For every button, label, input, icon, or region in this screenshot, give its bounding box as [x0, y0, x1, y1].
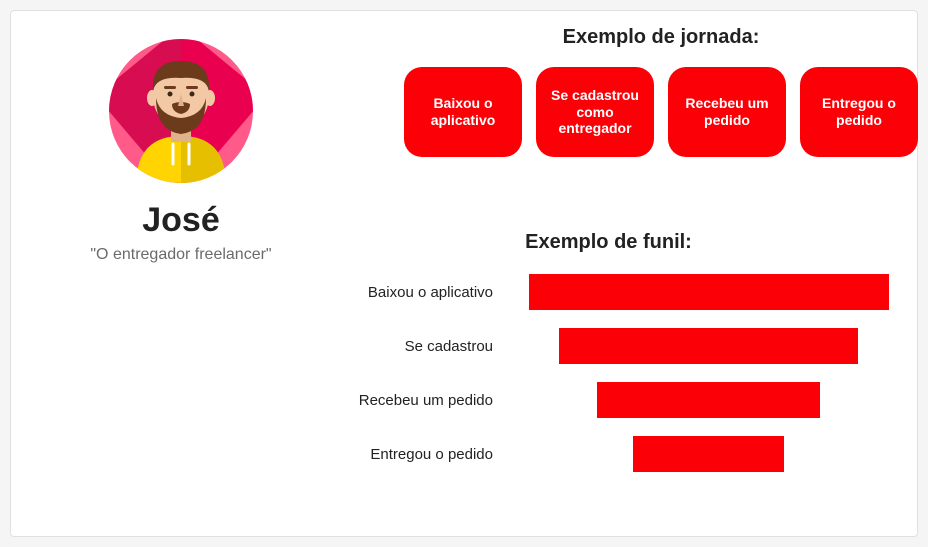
funnel-bar-wrap: [511, 382, 906, 418]
funnel-bar: [559, 328, 858, 364]
funnel-bar-wrap: [511, 328, 906, 364]
journey-step: Recebeu um pedido: [668, 67, 786, 157]
funnel-row: Recebeu um pedido: [311, 382, 906, 418]
journey-title: Exemplo de jornada:: [401, 26, 921, 49]
journey-block: Exemplo de jornada: Baixou o aplicativo …: [401, 26, 921, 157]
funnel-bar: [529, 274, 889, 310]
funnel-block: Exemplo de funil: Baixou o aplicativo Se…: [311, 231, 906, 490]
funnel-label: Se cadastrou: [311, 338, 511, 355]
persona-tagline: "O entregador freelancer": [71, 246, 291, 264]
avatar-icon: [106, 36, 256, 186]
funnel-bar: [597, 382, 820, 418]
journey-step: Se cadastrou como entregador: [536, 67, 654, 157]
persona-block: José "O entregador freelancer": [71, 36, 291, 264]
funnel-label: Recebeu um pedido: [311, 392, 511, 409]
persona-name: José: [71, 201, 291, 240]
funnel-bar-wrap: [511, 274, 906, 310]
funnel-row: Se cadastrou: [311, 328, 906, 364]
funnel-title: Exemplo de funil:: [311, 231, 906, 254]
funnel-label: Entregou o pedido: [311, 446, 511, 463]
funnel-row: Baixou o aplicativo: [311, 274, 906, 310]
funnel-bar: [633, 436, 784, 472]
infographic-card: José "O entregador freelancer" Exemplo d…: [10, 10, 918, 537]
journey-step: Baixou o aplicativo: [404, 67, 522, 157]
funnel-row: Entregou o pedido: [311, 436, 906, 472]
funnel-label: Baixou o aplicativo: [311, 284, 511, 301]
journey-step: Entregou o pedido: [800, 67, 918, 157]
journey-steps: Baixou o aplicativo Se cadastrou como en…: [401, 67, 921, 157]
funnel-bar-wrap: [511, 436, 906, 472]
